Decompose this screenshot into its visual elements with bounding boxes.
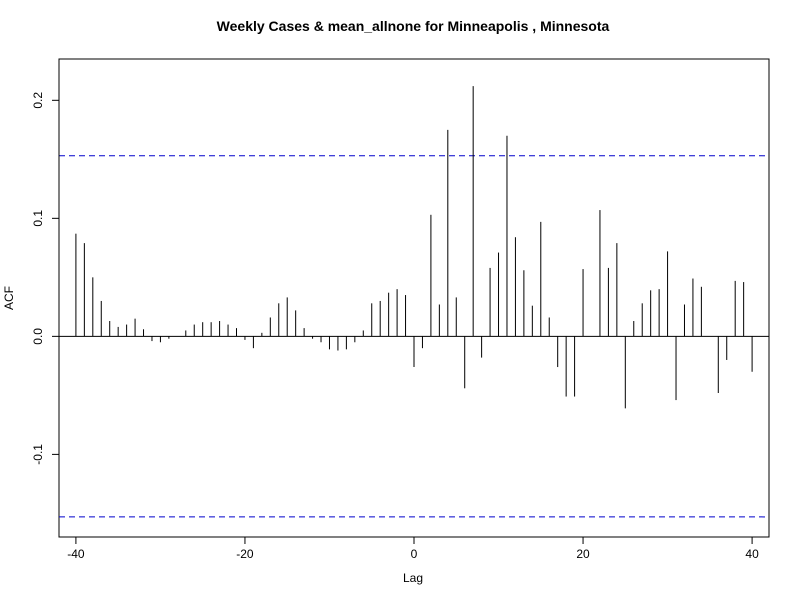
y-tick-label: 0.0 bbox=[31, 328, 45, 345]
x-tick-label: 20 bbox=[576, 547, 590, 561]
y-axis: -0.1 0.0 0.1 0.2 bbox=[31, 92, 60, 465]
acf-spikes bbox=[75, 86, 753, 409]
y-tick-label: 0.2 bbox=[31, 92, 45, 109]
confidence-bands bbox=[59, 155, 769, 518]
x-axis: -40 -20 0 20 40 bbox=[67, 536, 759, 561]
y-axis-label: ACF bbox=[2, 286, 16, 310]
x-tick-label: 40 bbox=[745, 547, 759, 561]
chart-title: Weekly Cases & mean_allnone for Minneapo… bbox=[217, 18, 610, 34]
x-tick-label: -40 bbox=[67, 547, 85, 561]
x-axis-label: Lag bbox=[403, 571, 423, 585]
y-tick-label: -0.1 bbox=[31, 444, 45, 465]
plot-frame bbox=[58, 58, 770, 538]
y-tick-label: 0.1 bbox=[31, 210, 45, 227]
x-tick-label: 0 bbox=[411, 547, 418, 561]
x-tick-label: -20 bbox=[236, 547, 254, 561]
